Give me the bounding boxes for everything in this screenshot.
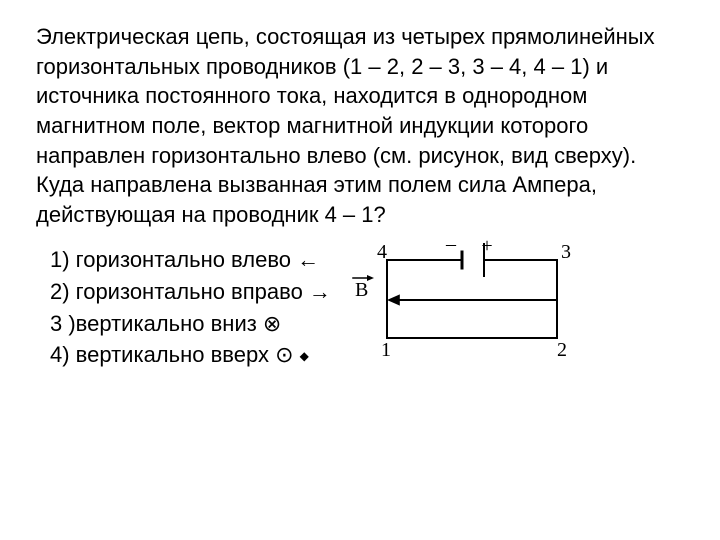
problem-text: Электрическая цепь, состоящая из четырех…	[36, 22, 684, 230]
option-3-label: 3 )вертикально вниз ⊗	[50, 311, 281, 336]
option-1-label: 1) горизонтально влево ←	[50, 247, 319, 272]
svg-text:2: 2	[557, 339, 567, 361]
option-2: 2) горизонтально вправо →	[50, 276, 331, 308]
svg-text:4: 4	[377, 241, 387, 263]
option-2-label: 2) горизонтально вправо →	[50, 279, 331, 304]
circuit-diagram: – +4 3 1 2 B	[343, 238, 583, 388]
option-1: 1) горизонтально влево ←	[50, 244, 331, 276]
option-3: 3 )вертикально вниз ⊗	[50, 308, 331, 340]
option-4-extra-glyph: ◆	[300, 349, 309, 363]
option-4-label: 4) вертикально вверх ⊙	[50, 342, 300, 367]
svg-text:–: –	[445, 238, 457, 255]
answer-options: 1) горизонтально влево ← 2) горизонтальн…	[50, 244, 331, 372]
svg-text:B: B	[355, 279, 368, 301]
svg-text:1: 1	[381, 339, 391, 361]
option-4: 4) вертикально вверх ⊙ ◆	[50, 339, 331, 371]
svg-text:3: 3	[561, 241, 571, 263]
svg-text:+: +	[481, 238, 492, 257]
